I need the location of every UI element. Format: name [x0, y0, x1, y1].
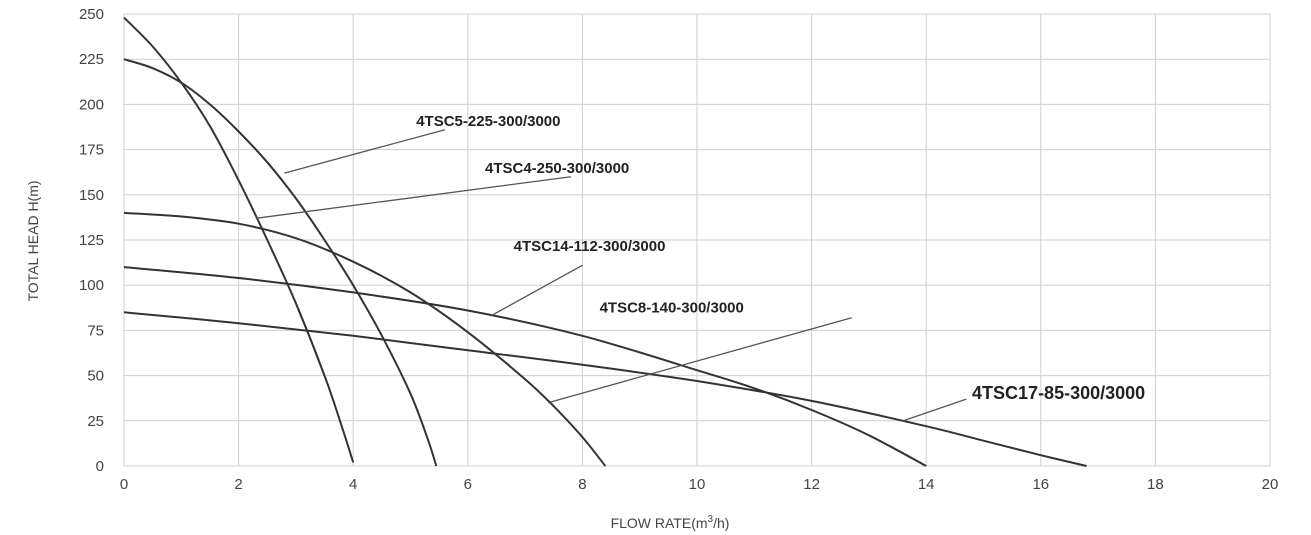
y-tick-label: 125 — [79, 232, 104, 249]
leader-line — [547, 317, 852, 404]
x-tick-label: 14 — [918, 476, 935, 493]
series-label: 4TSC8-140-300/3000 — [600, 299, 744, 316]
grid — [123, 13, 1271, 467]
x-tick-label: 18 — [1147, 476, 1164, 493]
x-tick-label: 0 — [120, 476, 128, 493]
x-tick-label: 6 — [464, 476, 472, 493]
x-tick-label: 4 — [349, 476, 357, 493]
y-tick-label: 200 — [79, 96, 104, 113]
series-label: 4TSC4-250-300/3000 — [485, 160, 629, 177]
y-tick-label: 225 — [79, 51, 104, 68]
leader-line — [903, 398, 967, 422]
y-tick-label: 250 — [79, 6, 104, 23]
y-tick-label: 150 — [79, 187, 104, 204]
y-tick-label: 175 — [79, 142, 104, 159]
x-axis-title: FLOW RATE(m3/h) — [611, 514, 730, 531]
leader-lines — [255, 129, 967, 422]
tick-labels: 0 2 4 6 8 10 12 14 16 18 2002550751001251501752002… — [79, 6, 1278, 493]
x-tick-label: 2 — [234, 476, 242, 493]
x-tick-label: 20 — [1262, 476, 1279, 493]
series-label: 4TSC14-112-300/3000 — [514, 238, 666, 255]
leader-line — [490, 264, 583, 317]
x-tick-label: 10 — [689, 476, 706, 493]
y-tick-label: 25 — [87, 413, 104, 430]
y-tick-label: 75 — [87, 322, 104, 339]
leader-line — [284, 129, 446, 174]
series-curve-0 — [123, 16, 355, 463]
y-axis-title: TOTAL HEAD H(m) — [25, 180, 41, 301]
series-curve-1 — [123, 58, 438, 467]
series-label: 4TSC5-225-300/3000 — [416, 113, 560, 130]
y-tick-label: 50 — [87, 368, 104, 385]
x-tick-label: 16 — [1032, 476, 1049, 493]
leader-line — [255, 176, 572, 219]
x-tick-label: 8 — [578, 476, 586, 493]
curves — [123, 16, 1087, 467]
x-tick-label: 12 — [803, 476, 820, 493]
y-tick-label: 100 — [79, 277, 104, 294]
y-tick-label: 0 — [96, 458, 104, 475]
series-curve-3 — [123, 266, 927, 467]
series-curve-2 — [123, 211, 607, 467]
curve-labels: 4TSC5-225-300/3000 4TSC4-250-300/3000 4TSC… — [416, 113, 1145, 403]
series-label: 4TSC17-85-300/3000 — [972, 383, 1145, 403]
series-curve-4 — [123, 311, 1087, 467]
